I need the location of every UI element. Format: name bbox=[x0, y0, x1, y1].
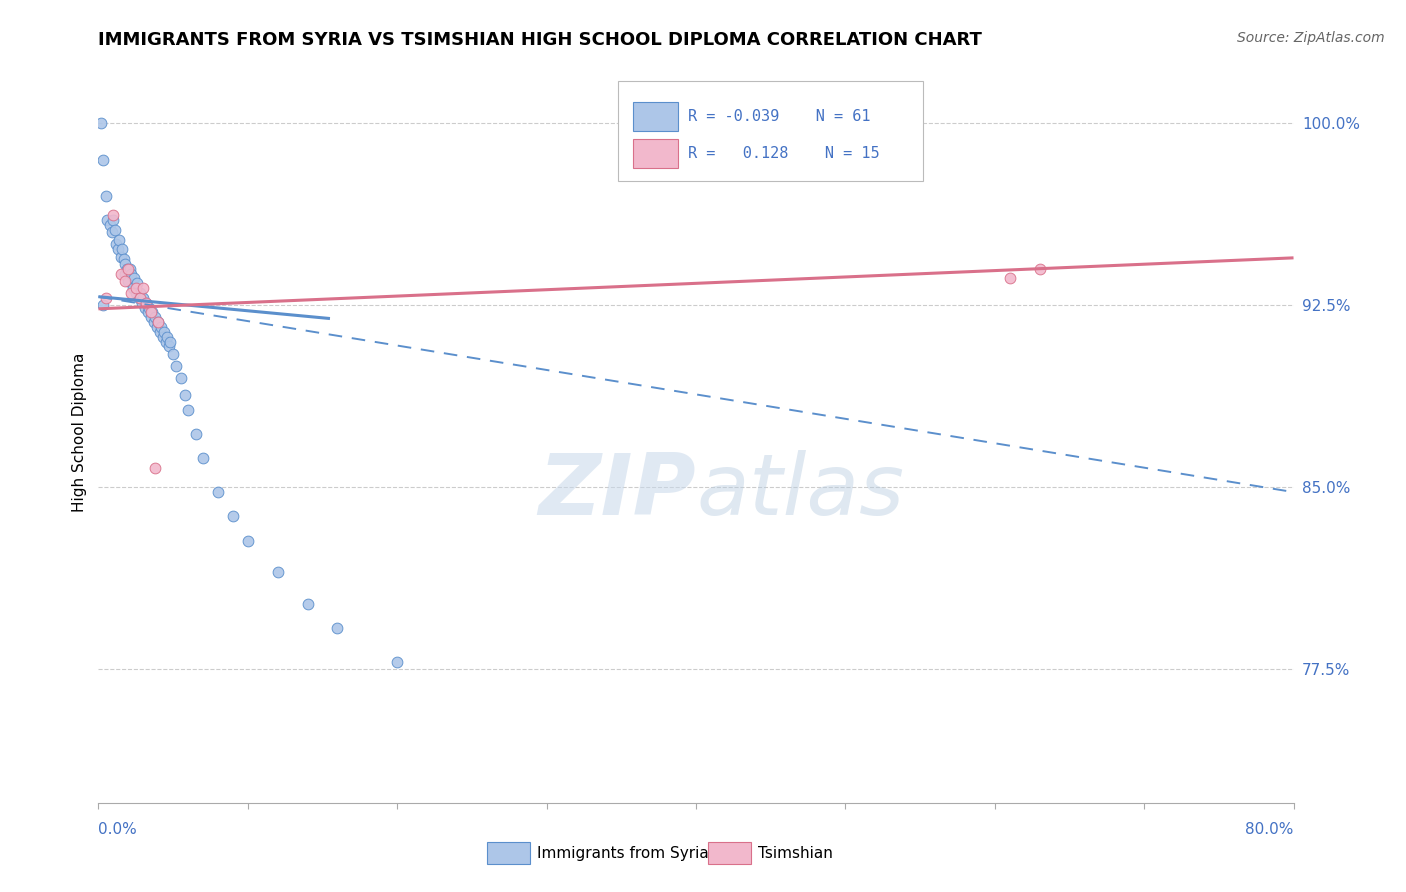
Point bbox=[105, 237, 128, 252]
Point bbox=[153, 325, 176, 339]
Point bbox=[128, 291, 150, 305]
Point bbox=[141, 305, 163, 319]
Point bbox=[136, 305, 159, 319]
Point bbox=[125, 286, 148, 301]
Point bbox=[120, 286, 142, 301]
Point bbox=[114, 274, 136, 288]
Point bbox=[134, 301, 156, 315]
Point bbox=[191, 451, 214, 466]
Point bbox=[107, 243, 129, 257]
Point bbox=[117, 261, 139, 276]
Point bbox=[103, 208, 125, 222]
Point bbox=[138, 301, 160, 315]
Point bbox=[117, 274, 139, 288]
Point bbox=[112, 252, 135, 266]
Point bbox=[148, 315, 170, 329]
Text: IMMIGRANTS FROM SYRIA VS TSIMSHIAN HIGH SCHOOL DIPLOMA CORRELATION CHART: IMMIGRANTS FROM SYRIA VS TSIMSHIAN HIGH … bbox=[98, 31, 983, 49]
Point bbox=[103, 213, 125, 227]
Point bbox=[236, 533, 259, 548]
Point bbox=[135, 295, 157, 310]
Point bbox=[108, 233, 131, 247]
Point bbox=[145, 320, 167, 334]
Point bbox=[121, 281, 143, 295]
FancyBboxPatch shape bbox=[709, 842, 751, 864]
Point bbox=[101, 225, 124, 239]
Point bbox=[114, 257, 136, 271]
Point bbox=[115, 261, 138, 276]
Point bbox=[162, 347, 184, 361]
Point bbox=[114, 267, 136, 281]
Point bbox=[157, 339, 180, 353]
Point bbox=[267, 565, 290, 579]
FancyBboxPatch shape bbox=[619, 81, 922, 181]
Point bbox=[142, 315, 165, 329]
FancyBboxPatch shape bbox=[633, 139, 678, 168]
Y-axis label: High School Diploma: High School Diploma bbox=[72, 353, 87, 512]
Point bbox=[326, 621, 349, 635]
Point bbox=[149, 325, 172, 339]
Point bbox=[207, 485, 229, 500]
Point bbox=[135, 295, 157, 310]
Point bbox=[222, 509, 245, 524]
Point bbox=[94, 291, 117, 305]
Point bbox=[118, 261, 141, 276]
Text: Tsimshian: Tsimshian bbox=[758, 846, 832, 861]
Point bbox=[169, 371, 191, 385]
Point bbox=[148, 315, 170, 329]
Text: R = -0.039    N = 61: R = -0.039 N = 61 bbox=[688, 109, 870, 124]
Point bbox=[152, 330, 174, 344]
Point bbox=[111, 243, 134, 257]
Point bbox=[385, 655, 409, 669]
Point bbox=[139, 305, 162, 319]
Point bbox=[177, 402, 200, 417]
Point bbox=[159, 334, 181, 349]
Point bbox=[165, 359, 187, 373]
Point bbox=[1028, 261, 1050, 276]
Text: R =   0.128    N = 15: R = 0.128 N = 15 bbox=[688, 146, 879, 161]
Point bbox=[132, 291, 155, 305]
Text: 80.0%: 80.0% bbox=[1246, 822, 1294, 838]
Point bbox=[110, 250, 132, 264]
Point bbox=[124, 271, 146, 285]
Text: Source: ZipAtlas.com: Source: ZipAtlas.com bbox=[1237, 31, 1385, 45]
Point bbox=[132, 281, 155, 295]
Point bbox=[184, 426, 207, 441]
Point bbox=[174, 388, 197, 402]
FancyBboxPatch shape bbox=[486, 842, 530, 864]
Text: ZIP: ZIP bbox=[538, 450, 696, 533]
Point bbox=[156, 330, 179, 344]
Point bbox=[131, 295, 153, 310]
Point bbox=[129, 286, 152, 301]
Point bbox=[129, 291, 152, 305]
Point bbox=[143, 310, 166, 325]
FancyBboxPatch shape bbox=[633, 103, 678, 130]
Text: 0.0%: 0.0% bbox=[98, 822, 138, 838]
Point bbox=[150, 320, 173, 334]
Point bbox=[91, 153, 114, 167]
Point bbox=[139, 310, 162, 325]
Point bbox=[91, 298, 114, 312]
Point bbox=[127, 277, 149, 291]
Point bbox=[110, 267, 132, 281]
Point bbox=[125, 281, 148, 295]
Point bbox=[998, 271, 1021, 285]
Point bbox=[96, 213, 118, 227]
Point bbox=[98, 218, 122, 232]
Point bbox=[297, 597, 319, 611]
Point bbox=[90, 116, 112, 130]
Point bbox=[143, 460, 166, 475]
Point bbox=[120, 267, 142, 281]
Point bbox=[94, 189, 117, 203]
Text: Immigrants from Syria: Immigrants from Syria bbox=[537, 846, 709, 861]
Text: atlas: atlas bbox=[696, 450, 904, 533]
Point bbox=[155, 334, 177, 349]
Point bbox=[104, 223, 127, 237]
